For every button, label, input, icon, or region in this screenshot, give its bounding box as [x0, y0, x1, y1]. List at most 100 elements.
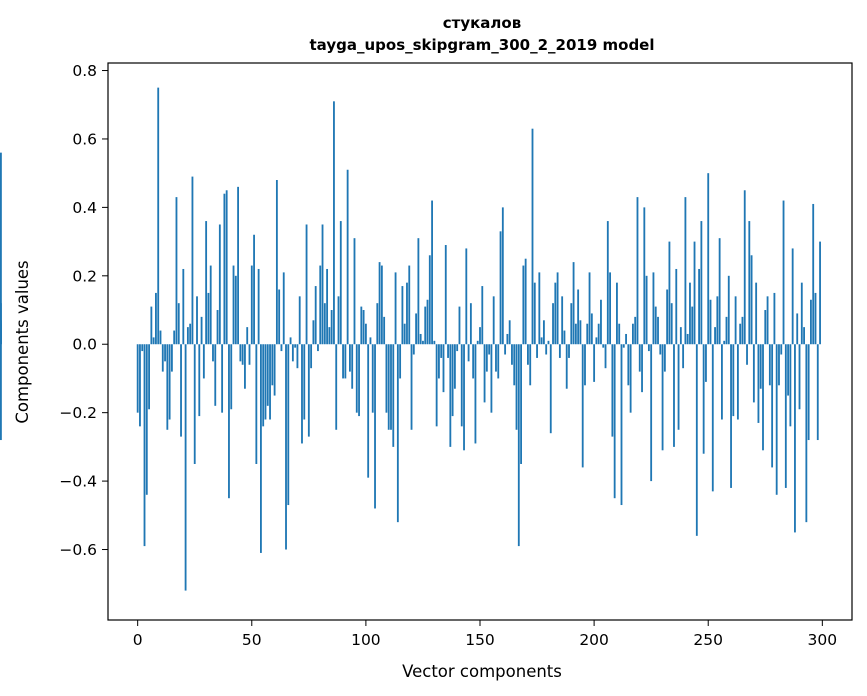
bar-component-135 [444, 245, 447, 345]
bar-component-108 [383, 316, 386, 345]
bar-component-258 [725, 316, 728, 345]
bar-component-176 [538, 272, 541, 345]
bar-component-205 [604, 344, 607, 369]
bar-component-244 [693, 241, 696, 345]
bar-component-105 [376, 303, 379, 345]
bar-component-150 [479, 327, 481, 345]
bar-component-238 [679, 327, 682, 345]
bar-component-83 [326, 268, 329, 345]
bar-component-254 [716, 296, 719, 345]
bar-component-59 [271, 344, 274, 386]
bar-component-225 [650, 344, 653, 482]
bar-component-202 [597, 323, 600, 345]
bar-component-149 [476, 340, 479, 345]
bar-component-255 [718, 238, 721, 345]
bar-component-167 [517, 344, 520, 547]
bar-component-277 [768, 344, 771, 386]
bar-component-53 [257, 268, 260, 345]
bar-component-297 [814, 292, 817, 345]
bar-component-261 [732, 344, 735, 417]
bar-component-178 [542, 320, 545, 345]
bar-component-84 [328, 327, 331, 345]
bar-component-60 [273, 344, 276, 396]
y-tick-label: −0.6 [59, 541, 97, 559]
bar-component-58 [269, 344, 271, 420]
bar-component-68 [291, 344, 294, 362]
bar-component-250 [707, 173, 710, 345]
bar-component-270 [752, 344, 755, 403]
bar-component-133 [440, 344, 443, 358]
bar-component-75 [307, 344, 310, 437]
bar-component-222 [643, 207, 646, 345]
bar-component-215 [627, 344, 630, 386]
bar-component-209 [613, 344, 616, 499]
bar-component-208 [611, 344, 614, 437]
bar-component-287 [791, 248, 794, 345]
bar-component-234 [670, 303, 673, 345]
bar-component-16 [173, 330, 176, 345]
bar-component-49 [248, 344, 251, 365]
bar-component-64 [282, 272, 285, 345]
bar-component-196 [584, 344, 586, 386]
bar-component-168 [520, 344, 522, 464]
bar-component-166 [515, 344, 518, 430]
bar-component-163 [508, 320, 511, 345]
bar-component-55 [262, 344, 265, 427]
bar-component-236 [675, 268, 678, 345]
bar-component-96 [355, 344, 358, 413]
bar-component-22 [186, 327, 189, 345]
bar-component-137 [449, 344, 452, 447]
bar-component-243 [691, 306, 694, 345]
bar-component-242 [689, 282, 691, 345]
bar-component-14 [168, 344, 171, 420]
bar-component-237 [677, 344, 680, 430]
bar-component-134 [442, 344, 445, 393]
bar-component-165 [513, 344, 516, 386]
bar-component-229 [659, 344, 662, 355]
bar-component-138 [451, 344, 454, 417]
bar-component-94 [351, 344, 354, 389]
bar-component-293 [805, 344, 808, 523]
chart-title-line-1: стукалов [443, 14, 521, 32]
bar-component-35 [216, 310, 219, 345]
bar-component-113 [394, 272, 397, 345]
bar-component-175 [536, 344, 538, 358]
bar-component-0 [136, 344, 139, 413]
bar-component-271 [755, 282, 758, 345]
bar-component-115 [399, 344, 402, 379]
bar-component-263 [736, 344, 739, 420]
bar-component-54 [260, 344, 262, 553]
bar-component-185 [558, 344, 561, 358]
bar-component-211 [618, 323, 621, 345]
bar-component-104 [374, 344, 376, 509]
bar-component-170 [524, 258, 527, 345]
bar-component-212 [620, 344, 623, 506]
bar-component-undefined [0, 344, 2, 441]
bar-component-51 [253, 234, 255, 345]
bar-component-230 [661, 344, 664, 451]
bar-component-145 [467, 344, 470, 362]
bar-component-285 [787, 344, 790, 396]
bar-component-226 [652, 272, 655, 345]
bar-component-132 [438, 344, 440, 379]
bar-component-282 [780, 344, 783, 355]
bar-component-21 [184, 344, 187, 591]
bar-component-85 [330, 310, 333, 345]
bar-component-37 [221, 344, 224, 413]
bar-component-38 [223, 193, 226, 345]
bar-component-146 [469, 303, 472, 345]
bar-component-239 [682, 344, 685, 369]
bar-component-206 [606, 221, 609, 345]
bar-component-248 [702, 344, 705, 454]
bar-component-72 [301, 344, 303, 444]
bar-component-276 [766, 296, 769, 345]
bar-component-161 [504, 344, 507, 355]
x-axis-label: Vector components [402, 662, 562, 681]
bar-component-160 [501, 207, 504, 345]
bar-component-143 [463, 344, 465, 451]
bar-component-241 [686, 333, 689, 345]
bar-component-47 [244, 344, 246, 389]
bar-component-88 [337, 296, 340, 345]
x-tick-label: 300 [808, 631, 838, 649]
bar-component-156 [492, 296, 495, 345]
